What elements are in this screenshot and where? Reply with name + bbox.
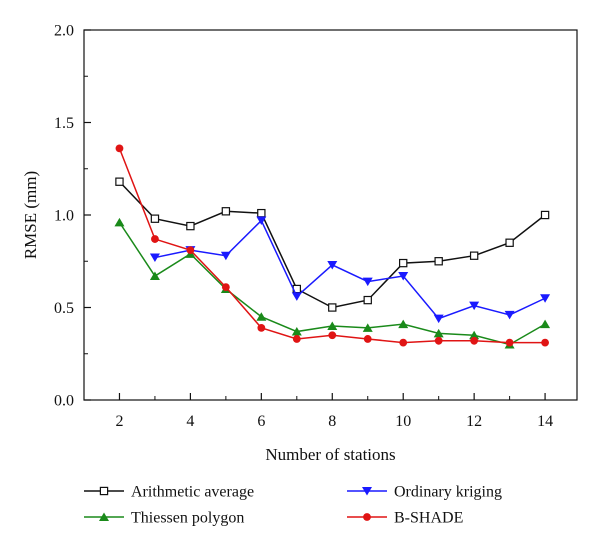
data-point-b-shade (505, 338, 514, 347)
x-axis-label: Number of stations (265, 445, 395, 464)
data-point-arithmetic-average (505, 238, 514, 247)
series-thiessen-polygon (114, 217, 551, 349)
data-point-ordinary-kriging (362, 277, 373, 287)
legend-label: Thiessen polygon (131, 510, 244, 527)
data-point-thiessen-polygon (398, 319, 409, 329)
data-point-ordinary-kriging (220, 251, 231, 261)
y-axis-label: RMSE (mm) (21, 171, 40, 259)
data-point-thiessen-polygon (256, 312, 267, 321)
data-point-thiessen-polygon (149, 271, 160, 281)
data-point-arithmetic-average (257, 208, 266, 218)
legend-item-arithmetic-average: Arithmetic average (84, 484, 254, 501)
data-point-b-shade (151, 235, 159, 243)
data-point-arithmetic-average (115, 177, 124, 186)
legend-label: Ordinary kriging (394, 484, 502, 501)
data-point-ordinary-kriging (398, 272, 409, 281)
x-tick-label: 2 (115, 413, 123, 430)
axis-ticks: 2 4 6 8 10 12 14 0.0 0.5 1.0 1.5 2.0 (54, 23, 553, 431)
y-tick-label: 0.0 (54, 393, 74, 410)
data-point-arithmetic-average (221, 207, 231, 216)
data-point-b-shade (221, 283, 230, 292)
data-point-thiessen-polygon (469, 330, 480, 340)
data-point-arithmetic-average (469, 251, 479, 260)
legend-item-thiessen-polygon: Thiessen polygon (84, 510, 244, 527)
data-point-ordinary-kriging (149, 253, 160, 263)
data-point-ordinary-kriging (469, 301, 480, 311)
legend-label: B-SHADE (394, 510, 463, 527)
data-point-b-shade (115, 144, 124, 153)
x-tick-label: 12 (466, 413, 482, 430)
data-point-ordinary-kriging (504, 310, 515, 320)
x-tick-label: 8 (328, 413, 336, 430)
legend-item-b-shade: B-SHADE (347, 510, 463, 527)
legend: Arithmetic average Ordinary kriging Thiess… (84, 484, 502, 527)
data-point-b-shade (434, 336, 443, 345)
data-point-thiessen-polygon (433, 328, 444, 338)
legend-swatch-marker (362, 487, 372, 496)
data-point-thiessen-polygon (327, 321, 338, 330)
y-tick-label: 1.0 (54, 208, 74, 225)
series-arithmetic-average (115, 177, 550, 312)
data-point-b-shade (257, 323, 266, 332)
data-point-ordinary-kriging (256, 216, 267, 226)
legend-label: Arithmetic average (131, 484, 254, 501)
series-layer (114, 144, 551, 349)
series-line-arithmetic-average (118, 181, 546, 309)
data-point-arithmetic-average (434, 257, 443, 266)
data-point-ordinary-kriging (433, 314, 444, 324)
data-point-b-shade (541, 338, 549, 347)
x-tick-label: 14 (537, 413, 553, 430)
y-tick-label: 0.5 (54, 300, 74, 317)
data-point-ordinary-kriging (327, 260, 338, 270)
legend-swatch-marker (99, 512, 109, 521)
x-tick-label: 10 (395, 413, 411, 430)
data-point-thiessen-polygon (540, 319, 551, 329)
series-ordinary-kriging (149, 216, 551, 324)
legend-item-ordinary-kriging: Ordinary kriging (347, 484, 502, 501)
data-point-ordinary-kriging (540, 294, 551, 303)
y-tick-label: 1.5 (54, 115, 74, 132)
data-point-b-shade (186, 246, 195, 255)
data-point-arithmetic-average (186, 221, 195, 231)
data-point-arithmetic-average (328, 303, 337, 312)
series-b-shade (115, 144, 549, 347)
y-tick-label: 2.0 (54, 23, 74, 40)
data-point-b-shade (399, 338, 408, 347)
data-point-arithmetic-average (399, 258, 408, 268)
data-point-b-shade (470, 336, 479, 345)
series-line-ordinary-kriging (154, 219, 546, 320)
x-tick-label: 4 (186, 413, 194, 430)
data-point-arithmetic-average (150, 214, 160, 223)
legend-swatch-marker (99, 486, 109, 496)
data-point-thiessen-polygon (114, 217, 125, 227)
data-point-thiessen-polygon (291, 327, 302, 336)
legend-swatch-marker (363, 513, 371, 521)
x-tick-label: 6 (257, 413, 265, 430)
data-point-b-shade (328, 331, 337, 340)
series-line-b-shade (118, 148, 546, 344)
data-point-ordinary-kriging (291, 292, 302, 301)
data-point-arithmetic-average (363, 295, 372, 305)
data-point-thiessen-polygon (362, 323, 373, 332)
data-point-arithmetic-average (540, 210, 550, 220)
data-point-b-shade (363, 335, 372, 343)
data-point-b-shade (292, 335, 301, 343)
